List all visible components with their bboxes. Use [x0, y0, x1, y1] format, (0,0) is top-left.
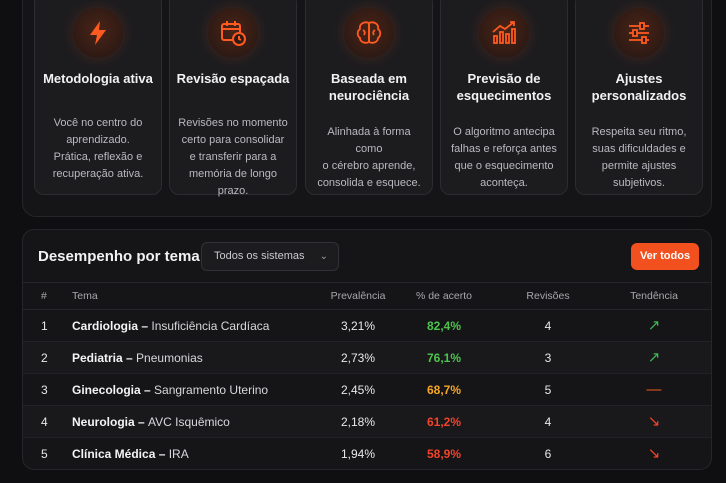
table-row[interactable]: 5 Clínica Médica – IRA 1,94% 58,9% 6 ↘: [23, 438, 711, 469]
system-filter-select[interactable]: Todos os sistemas ⌄: [201, 242, 339, 271]
topic-name: AVC Isquêmico: [148, 415, 230, 429]
trend-icon: ↘: [647, 413, 661, 430]
feature-card-metodologia: Metodologia ativa Você no centro do apren…: [34, 0, 162, 195]
row-number: 3: [41, 383, 48, 397]
topic-cell: Ginecologia – Sangramento Uterino: [72, 374, 268, 405]
feature-description: Você no centro do aprendizado. Prática, re…: [52, 117, 144, 180]
column-header: #: [41, 290, 47, 302]
feature-title: Ajustes personalizados: [591, 71, 687, 103]
topic-name: Insuficiência Cardíaca: [151, 319, 270, 333]
table-row[interactable]: 2 Pediatria – Pneumonias 2,73% 76,1% 3 ↗: [23, 342, 711, 374]
topic-cell: Pediatria – Pneumonias: [72, 342, 203, 373]
row-number: 2: [41, 351, 48, 365]
performance-panel: Desempenho por tema Todos os sistemas ⌄ …: [22, 229, 712, 470]
table-row[interactable]: 3 Ginecologia – Sangramento Uterino 2,45% 6…: [23, 374, 711, 406]
table-row[interactable]: 4 Neurologia – AVC Isquêmico 2,18% 61,2% 4 ↘: [23, 406, 711, 438]
column-header: % de acerto: [415, 290, 473, 302]
reviews-count: 5: [544, 383, 552, 397]
topic-cell: Clínica Médica – IRA: [72, 438, 189, 469]
chevron-down-icon: ⌄: [319, 251, 328, 262]
accuracy-value: 61,2%: [426, 415, 462, 429]
table-header: # Tema Prevalência % de acerto Revisões …: [23, 282, 711, 310]
view-all-button[interactable]: Ver todos: [631, 243, 699, 270]
brain-icon: [344, 8, 394, 58]
system-name: Clínica Médica: [72, 447, 156, 461]
feature-title: Metodologia ativa: [43, 71, 153, 86]
calendar-clock-icon: [208, 8, 258, 58]
table-row[interactable]: 1 Cardiologia – Insuficiência Cardíaca 3,2…: [23, 310, 711, 342]
features-section: Metodologia ativa Você no centro do apren…: [22, 0, 712, 217]
row-number: 1: [41, 319, 48, 333]
select-value: Todos os sistemas: [214, 250, 305, 262]
accuracy-value: 58,9%: [426, 447, 462, 461]
lightning-icon: [73, 8, 123, 58]
prevalence-value: 2,18%: [340, 415, 376, 429]
reviews-count: 6: [544, 447, 552, 461]
trend-icon: ↗: [647, 317, 661, 334]
topic-name: IRA: [168, 447, 189, 461]
reviews-count: 4: [544, 415, 552, 429]
accuracy-value: 82,4%: [426, 319, 462, 333]
column-header: Prevalência: [330, 290, 386, 302]
accuracy-value: 68,7%: [426, 383, 462, 397]
sliders-icon: [614, 8, 664, 58]
topic-cell: Cardiologia – Insuficiência Cardíaca: [72, 310, 269, 341]
topic-name: Sangramento Uterino: [154, 383, 269, 397]
column-header: Revisões: [526, 290, 570, 302]
column-header: Tendência: [630, 290, 678, 302]
feature-description: Revisões no momento certo para consolidar…: [178, 117, 288, 197]
feature-card-neurociencia: Baseada em neurociência Alinhada à forma …: [305, 0, 433, 195]
row-number: 4: [41, 415, 48, 429]
chart-growth-icon: [479, 8, 529, 58]
separator: –: [138, 319, 152, 333]
trend-icon: ↘: [647, 445, 661, 462]
prevalence-value: 1,94%: [340, 447, 376, 461]
feature-title: Baseada em neurociência: [328, 71, 410, 103]
system-name: Cardiologia: [72, 319, 139, 333]
row-number: 5: [41, 447, 48, 461]
feature-title: Revisão espaçada: [176, 71, 290, 86]
feature-description: O algoritmo antecipa falhas e reforça ant…: [451, 126, 557, 189]
topic-cell: Neurologia – AVC Isquêmico: [72, 406, 230, 437]
feature-title: Previsão de esquecimentos: [456, 71, 552, 103]
system-name: Ginecologia: [72, 383, 141, 397]
panel-title: Desempenho por tema: [38, 248, 200, 265]
feature-card-previsao: Previsão de esquecimentos O algoritmo ant…: [440, 0, 568, 195]
feature-card-revisao: Revisão espaçada Revisões no momento cert…: [169, 0, 297, 197]
feature-description: Alinhada à forma como o cérebro aprende, c…: [317, 126, 421, 189]
system-name: Neurologia: [72, 415, 135, 429]
column-header: Tema: [72, 290, 98, 302]
separator: –: [134, 415, 149, 429]
reviews-count: 4: [544, 319, 552, 333]
trend-icon: —: [646, 381, 662, 398]
accuracy-value: 76,1%: [426, 351, 462, 365]
trend-icon: ↗: [647, 349, 661, 366]
system-name: Pediatria: [72, 351, 123, 365]
prevalence-value: 3,21%: [340, 319, 376, 333]
reviews-count: 3: [544, 351, 552, 365]
separator: –: [122, 351, 137, 365]
feature-description: Respeita seu ritmo, suas dificuldades e pe…: [591, 126, 687, 189]
prevalence-value: 2,73%: [340, 351, 376, 365]
separator: –: [140, 383, 155, 397]
prevalence-value: 2,45%: [340, 383, 376, 397]
feature-card-ajustes: Ajustes personalizados Respeita seu ritmo…: [575, 0, 703, 195]
separator: –: [155, 447, 169, 461]
topic-name: Pneumonias: [136, 351, 203, 365]
